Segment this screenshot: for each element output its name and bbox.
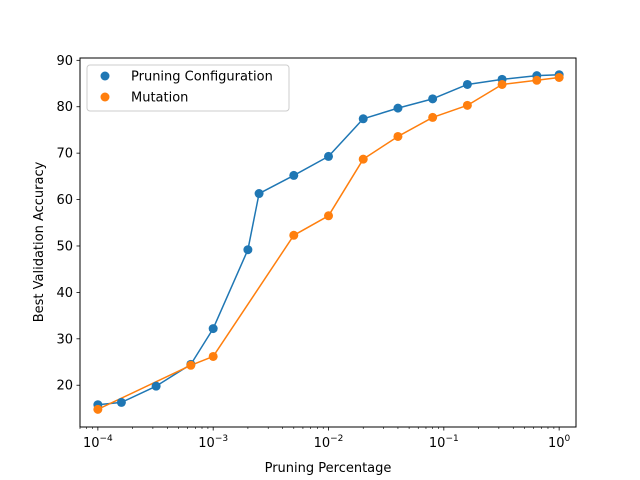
data-point <box>186 360 196 370</box>
x-axis-label: Pruning Percentage <box>265 461 392 476</box>
y-axis-label: Best Validation Accuracy <box>32 161 47 322</box>
data-point <box>393 131 403 141</box>
y-tick-label: 20 <box>56 379 73 394</box>
data-point <box>428 112 438 122</box>
legend: Pruning Configuration Mutation <box>86 64 290 112</box>
y-tick-label: 50 <box>56 239 73 254</box>
data-point <box>116 397 126 407</box>
data-point <box>243 245 253 255</box>
x-tick-label-base: 10 <box>198 436 215 451</box>
x-tick-label-exponent: −2 <box>330 434 343 444</box>
legend-label: Pruning Configuration <box>131 70 273 85</box>
legend-marker <box>100 92 110 102</box>
x-tick-label: 10−3 <box>198 434 228 451</box>
data-point <box>208 351 218 361</box>
y-tick-label: 30 <box>56 332 73 347</box>
data-point <box>324 151 334 161</box>
x-tick-label-base: 10 <box>314 436 331 451</box>
y-tick-label: 60 <box>56 193 73 208</box>
legend-label: Mutation <box>131 91 188 106</box>
legend-frame <box>86 64 290 112</box>
x-tick-label: 10−2 <box>314 434 344 451</box>
x-tick-label-base: 10 <box>429 436 446 451</box>
data-point <box>428 94 438 104</box>
data-point <box>462 79 472 89</box>
y-tick-label: 40 <box>56 286 73 301</box>
data-point <box>289 170 299 180</box>
x-tick-label-exponent: −1 <box>445 434 458 444</box>
data-point <box>208 324 218 334</box>
data-point <box>393 103 403 113</box>
y-tick-label: 70 <box>56 147 73 162</box>
legend-marker <box>100 71 110 81</box>
y-tick-label: 90 <box>56 54 73 69</box>
data-point <box>358 114 368 124</box>
x-tick-label-base: 10 <box>83 436 100 451</box>
x-tick-label-base: 10 <box>548 436 565 451</box>
data-point <box>254 189 264 199</box>
data-point <box>532 75 542 85</box>
data-point <box>93 404 103 414</box>
series-layer <box>93 70 564 414</box>
data-point <box>324 211 334 221</box>
x-tick-label: 10−4 <box>83 434 113 451</box>
x-tick-label-exponent: −3 <box>215 434 228 444</box>
data-point <box>289 230 299 240</box>
x-tick-label-exponent: 0 <box>565 434 571 444</box>
x-tick-label-exponent: −4 <box>99 434 113 444</box>
data-point <box>151 381 161 391</box>
data-point <box>497 79 507 89</box>
series-line <box>97 73 560 406</box>
x-tick-label: 10−1 <box>429 434 459 451</box>
data-point <box>554 72 564 82</box>
plot-area-frame <box>79 57 577 428</box>
x-tick-label: 100 <box>548 434 571 451</box>
data-point <box>358 154 368 164</box>
data-point <box>462 100 472 110</box>
y-tick-label: 80 <box>56 100 73 115</box>
